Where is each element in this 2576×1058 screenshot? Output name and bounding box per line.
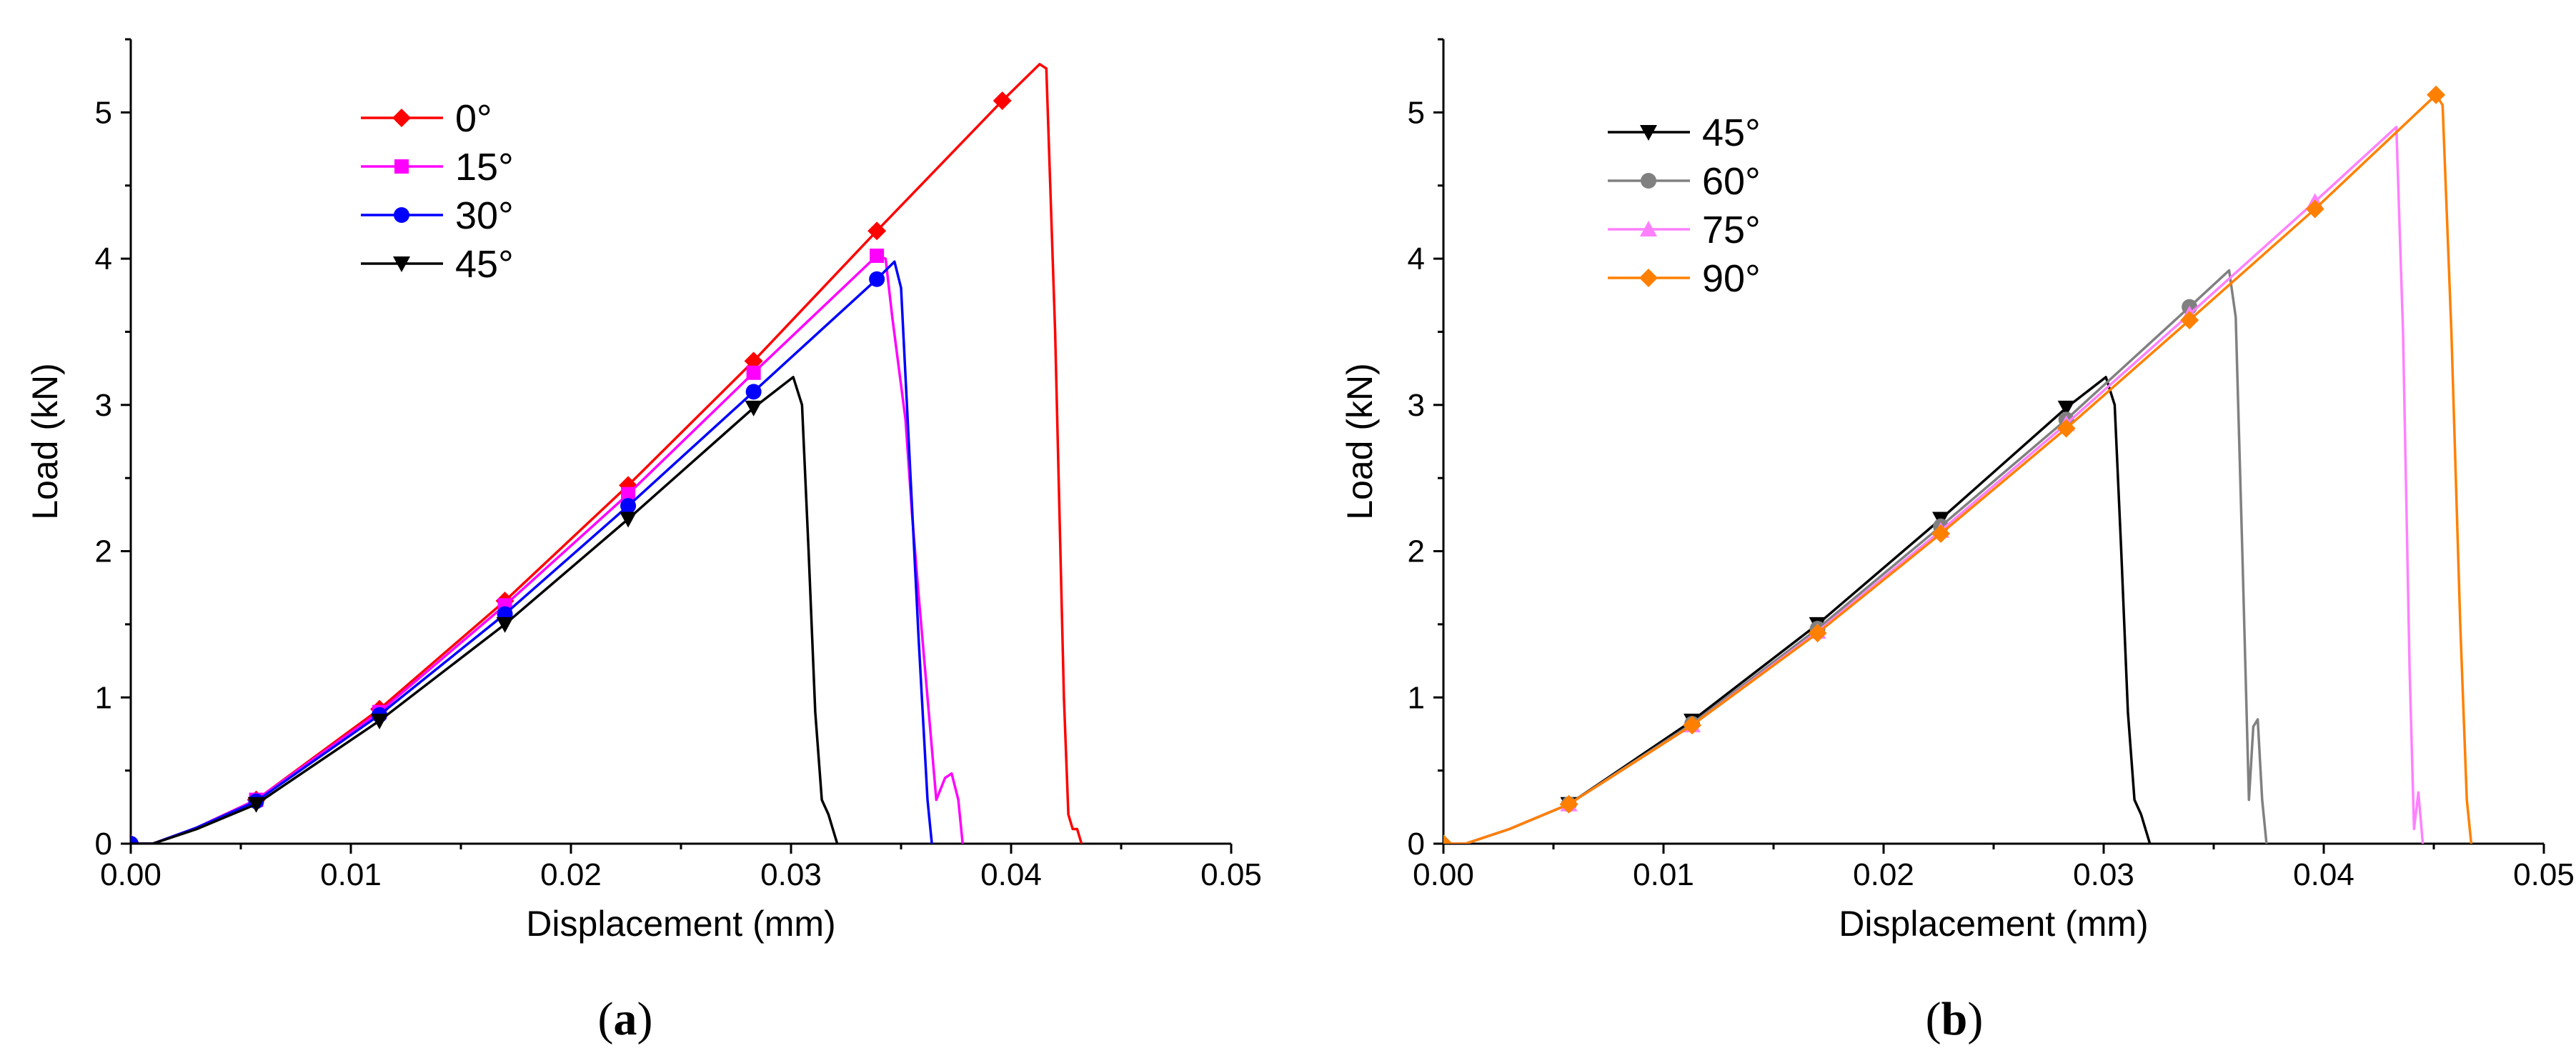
data-point: [2180, 311, 2199, 330]
x-axis-title: Displacement (mm): [1839, 904, 2148, 944]
x-tick-label: 0.02: [1853, 857, 1914, 892]
data-point: [2057, 419, 2076, 438]
data-point: [1443, 834, 1453, 844]
x-tick-label: 0.03: [2073, 857, 2134, 892]
legend-item: 15°: [361, 146, 514, 189]
data-point: [745, 400, 762, 416]
data-point: [1931, 524, 1951, 543]
x-tick-label: 0.05: [1200, 857, 1262, 892]
legend-label: 0°: [455, 97, 492, 140]
data-point: [2305, 199, 2324, 219]
series-30deg: [131, 260, 933, 844]
series-line: [1443, 126, 2425, 844]
y-tick-label: 2: [95, 534, 112, 569]
data-point: [1808, 624, 1827, 643]
series-0deg: [131, 63, 1083, 844]
legend-marker: [1640, 125, 1657, 141]
legend-marker: [1641, 173, 1656, 189]
x-tick-label: 0.03: [760, 857, 822, 892]
data-point: [621, 486, 636, 501]
series-line: [131, 254, 964, 844]
data-point: [1559, 794, 1578, 814]
y-tick-label: 5: [95, 95, 112, 130]
y-tick-label: 1: [95, 680, 112, 715]
y-tick-label: 4: [1408, 241, 1425, 276]
y-tick-label: 3: [1408, 388, 1425, 423]
y-tick-label: 0: [1408, 827, 1425, 862]
y-tick-label: 4: [95, 241, 112, 276]
legend-item: 45°: [1608, 111, 1761, 154]
legend-marker: [392, 109, 411, 127]
legend-item: 30°: [361, 194, 514, 237]
legend-label: 45°: [1702, 111, 1761, 154]
x-tick-label: 0.05: [2513, 857, 2575, 892]
data-point: [867, 221, 887, 241]
legend-label: 90°: [1702, 257, 1761, 300]
legend-marker: [1640, 221, 1657, 236]
chart-panel-b: 0.00 0.01 0.02 0.03 0.04 0.05 0 1 2 3 4 5 Displaceme…: [1340, 38, 2575, 1045]
legend-item: 0°: [361, 97, 492, 140]
x-tick-label: 0.00: [100, 857, 161, 892]
series-line: [1443, 94, 2473, 844]
chart-panel-a: 0.00 0.01 0.02 0.03 0.04 0.05 0 1 2 3 4 5 Displaceme…: [25, 38, 1262, 1045]
x-tick-label: 0.04: [980, 857, 1042, 892]
data-point: [745, 384, 762, 400]
x-tick-label: 0.02: [540, 857, 602, 892]
legend-item: 90°: [1608, 257, 1761, 300]
legend-item: 60°: [1608, 160, 1761, 203]
series-45deg: [131, 376, 839, 844]
data-point: [496, 617, 514, 633]
data-point: [620, 511, 637, 528]
x-tick-label: 0.00: [1413, 857, 1474, 892]
x-tick-label: 0.01: [320, 857, 382, 892]
series-75deg: [1443, 126, 2425, 844]
data-point: [620, 498, 637, 514]
y-tick-label: 1: [1408, 680, 1425, 715]
x-axis-title: Displacement (mm): [526, 904, 835, 944]
legend-label: 45°: [455, 243, 514, 286]
y-tick-label: 2: [1408, 534, 1425, 569]
data-point: [746, 365, 761, 380]
data-point: [870, 248, 885, 263]
x-tick-label: 0.01: [1633, 857, 1694, 892]
series-line: [131, 376, 839, 844]
series-line: [131, 260, 933, 844]
data-point: [247, 797, 265, 813]
data-point: [2427, 85, 2446, 104]
data-point: [1683, 716, 1702, 735]
legend-label: 60°: [1702, 160, 1761, 203]
y-tick-label: 0: [95, 827, 112, 862]
x-tick-label: 0.04: [2293, 857, 2354, 892]
panel-label: (b): [1926, 993, 1984, 1045]
data-point: [131, 836, 139, 844]
series-90deg: [1443, 85, 2473, 844]
y-tick-label: 3: [95, 388, 112, 423]
legend-label: 30°: [455, 194, 514, 237]
legend-label: 15°: [455, 146, 514, 189]
data-point: [869, 271, 885, 287]
legend-item: 75°: [1608, 209, 1761, 251]
data-point: [2057, 400, 2075, 416]
legend-label: 75°: [1702, 209, 1761, 251]
panel-label: (a): [598, 993, 653, 1045]
data-point: [993, 91, 1012, 110]
legend-marker: [394, 159, 409, 174]
legend-item: 45°: [361, 243, 514, 286]
series-line: [131, 63, 1083, 844]
legend-marker: [393, 256, 410, 272]
y-axis-title: Load (kN): [25, 363, 65, 520]
legend-marker: [1639, 269, 1658, 287]
data-point: [744, 351, 763, 371]
y-axis-title: Load (kN): [1340, 363, 1380, 520]
legend-marker: [394, 207, 409, 223]
data-point: [371, 714, 389, 730]
y-tick-label: 5: [1408, 95, 1425, 130]
series-15deg: [131, 248, 964, 844]
